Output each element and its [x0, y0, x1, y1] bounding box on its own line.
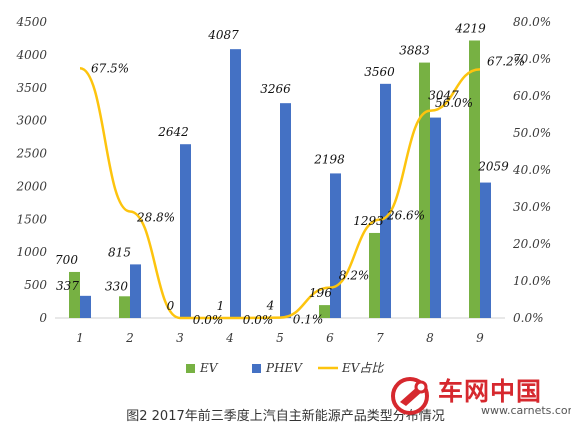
- data-label-ev-share: 0.0%: [243, 313, 274, 327]
- data-label-ev-share: 67.5%: [91, 61, 129, 75]
- data-label-ev-share: 26.6%: [386, 209, 425, 223]
- bar-phev: [330, 173, 341, 318]
- data-label-phev: 3266: [260, 82, 291, 96]
- bar-phev: [380, 83, 391, 318]
- data-label-phev: 337: [56, 279, 79, 293]
- bar-ev: [419, 62, 430, 319]
- y-right-tick-label: 30.0%: [513, 200, 551, 214]
- y-left-tick-label: 1500: [16, 212, 47, 226]
- bar-phev: [480, 182, 491, 318]
- x-tick-label: 5: [276, 331, 284, 345]
- bar-phev: [80, 295, 91, 318]
- x-tick-label: 3: [176, 331, 184, 345]
- legend-label: EV占比: [341, 361, 384, 375]
- data-label-ev: 4219: [454, 21, 486, 35]
- y-right-tick-label: 80.0%: [513, 15, 551, 29]
- y-left-tick-label: 3500: [16, 81, 47, 95]
- y-right-tick-label: 40.0%: [512, 163, 551, 177]
- data-label-ev: 330: [105, 279, 128, 293]
- data-label-ev-share: 0.1%: [293, 313, 324, 327]
- bar-phev: [430, 117, 441, 319]
- data-label-ev-share: 28.8%: [136, 210, 175, 224]
- y-left-tick-label: 4500: [15, 15, 47, 29]
- y-right-tick-label: 10.0%: [513, 274, 551, 288]
- bar-phev: [280, 103, 291, 319]
- line-ev-share: [79, 67, 481, 320]
- x-tick-label: 1: [76, 331, 84, 345]
- y-left-tick-label: 3000: [16, 114, 47, 128]
- data-label-ev-share: 67.2%: [487, 54, 525, 68]
- figure-caption: 图2 2017年前三季度上汽自主新能源产品类型分布情况: [126, 409, 445, 424]
- data-label-ev-share: 0.0%: [193, 313, 224, 327]
- x-tick-label: 4: [225, 331, 234, 345]
- data-label-phev: 2059: [477, 160, 509, 174]
- data-label-phev: 3560: [364, 65, 395, 79]
- data-label-phev: 2198: [313, 152, 345, 166]
- x-tick-label: 7: [376, 331, 384, 345]
- bar-ev: [69, 271, 80, 318]
- x-tick-label: 6: [326, 331, 334, 345]
- legend-label: PHEV: [265, 361, 303, 375]
- legend-swatch: [252, 364, 261, 373]
- data-label-phev: 2642: [157, 125, 189, 139]
- y-left-tick-label: 0: [39, 311, 47, 325]
- data-label-ev-share: 8.2%: [339, 269, 370, 283]
- data-label-ev: 4: [266, 299, 275, 313]
- bar-ev: [119, 296, 130, 318]
- x-tick-label: 2: [125, 331, 134, 345]
- x-tick-label: 9: [476, 331, 484, 345]
- bar-ev: [319, 305, 330, 318]
- data-label-ev-share: 56.0%: [435, 96, 473, 110]
- y-left-tick-label: 1000: [16, 245, 47, 259]
- bar-phev: [130, 264, 141, 318]
- data-label-ev: 1: [217, 299, 225, 313]
- y-left-tick-label: 500: [24, 278, 47, 292]
- data-label-ev: 700: [55, 253, 78, 267]
- y-left-tick-label: 2000: [15, 179, 47, 193]
- data-label-phev: 3047: [428, 89, 459, 103]
- y-left-tick-label: 4000: [15, 48, 47, 62]
- data-label-ev: 1293: [353, 214, 384, 228]
- x-tick-label: 8: [426, 331, 434, 345]
- bar-ev: [369, 232, 380, 318]
- data-label-phev: 4087: [207, 28, 239, 42]
- watermark-brand: 车网中国: [438, 377, 543, 406]
- bar-ev: [469, 40, 480, 319]
- data-label-ev: 3883: [399, 44, 430, 58]
- legend-swatch: [186, 364, 195, 373]
- y-right-tick-label: 20.0%: [512, 237, 551, 251]
- y-left-tick-label: 2500: [15, 147, 47, 161]
- wrench-logo-icon: [391, 377, 429, 415]
- y-right-tick-label: 60.0%: [513, 89, 551, 103]
- y-right-tick-label: 70.0%: [513, 52, 551, 66]
- y-right-tick-label: 0.0%: [513, 311, 544, 325]
- legend-label: EV: [199, 361, 219, 375]
- data-label-ev: 0: [167, 299, 175, 313]
- bar-phev: [180, 144, 191, 318]
- watermark-logo: 车网中国 www.carnets.com: [388, 372, 571, 424]
- y-right-tick-label: 50.0%: [513, 126, 551, 140]
- bar-phev: [230, 49, 241, 318]
- data-label-phev: 815: [108, 245, 131, 259]
- data-label-ev: 196: [309, 286, 332, 300]
- watermark-url: www.carnets.com: [481, 404, 571, 417]
